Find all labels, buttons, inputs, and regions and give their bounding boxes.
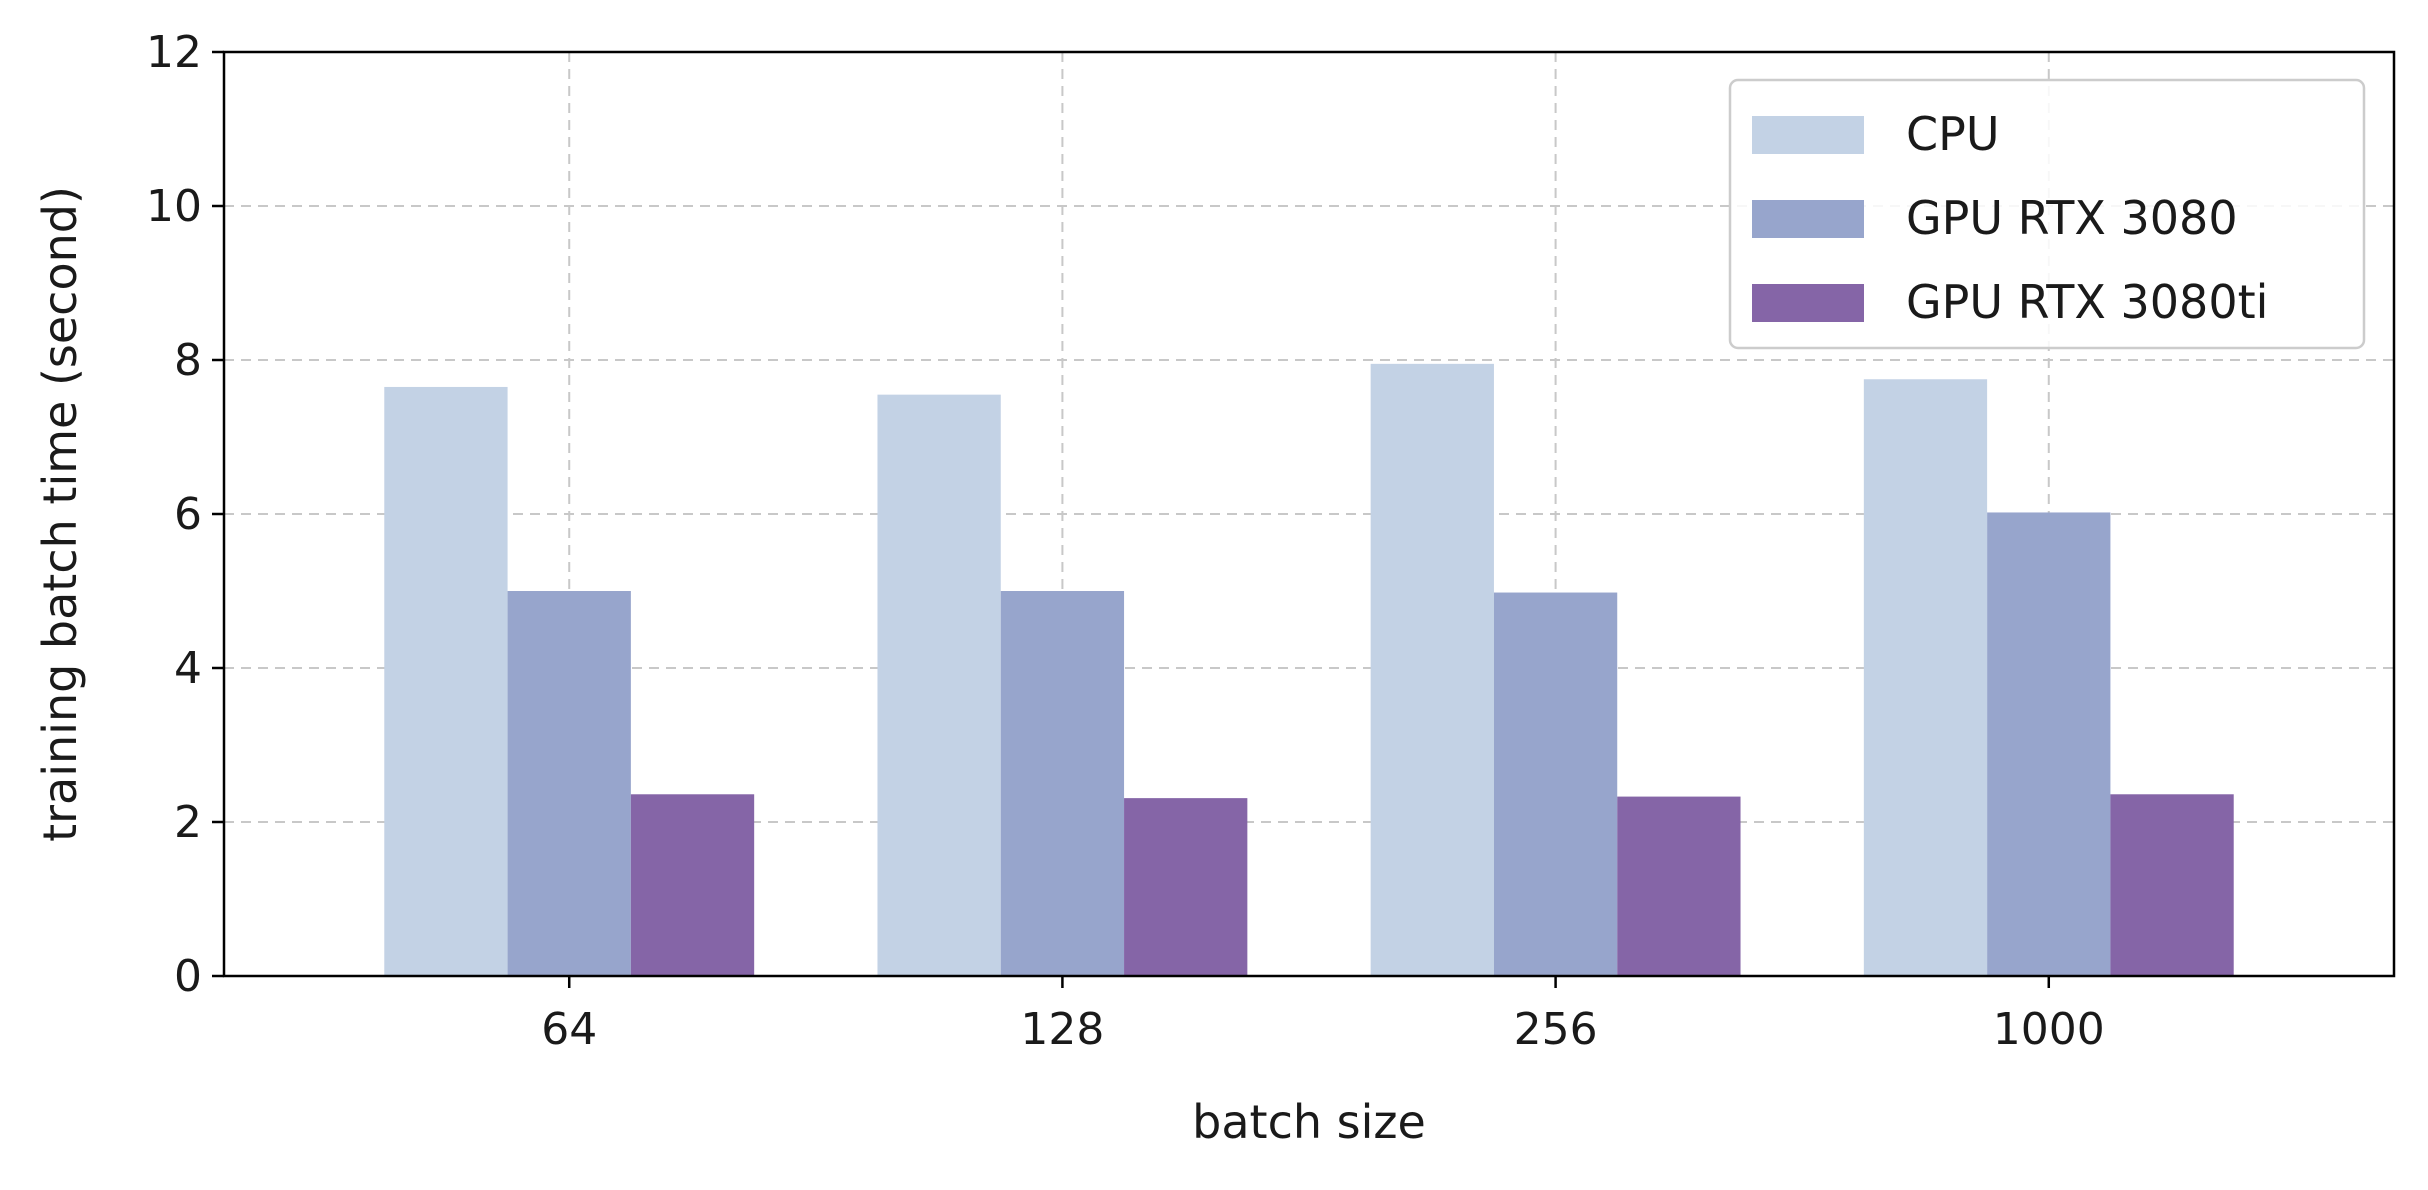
legend-label: CPU <box>1906 107 2000 161</box>
y-tick-label: 4 <box>174 643 202 694</box>
bar-gpu-rtx-3080-64 <box>507 591 631 976</box>
legend-swatch <box>1752 200 1864 238</box>
y-tick-label: 12 <box>146 27 202 78</box>
bar-cpu-128 <box>877 394 1001 976</box>
bars <box>384 363 2234 977</box>
bar-gpu-rtx-3080ti-256 <box>1617 796 1741 976</box>
y-axis: 0 2 4 6 8 10 12 <box>146 27 224 1002</box>
bar-gpu-rtx-3080ti-128 <box>1124 798 1248 976</box>
y-tick-label: 10 <box>146 181 202 232</box>
bar-cpu-256 <box>1370 363 1494 977</box>
bar-gpu-rtx-3080-1000 <box>1987 512 2111 976</box>
y-tick-label: 2 <box>174 797 202 848</box>
y-tick-label: 8 <box>174 335 202 386</box>
legend-label: GPU RTX 3080 <box>1906 191 2238 245</box>
legend-swatch <box>1752 284 1864 322</box>
bar-gpu-rtx-3080-256 <box>1493 592 1618 976</box>
bar-gpu-rtx-3080-128 <box>1000 591 1125 976</box>
legend: CPU GPU RTX 3080 GPU RTX 3080ti <box>1728 78 2366 350</box>
legend-swatch <box>1752 116 1864 154</box>
x-tick-label: 64 <box>541 1004 597 1055</box>
legend-box <box>1728 78 2366 350</box>
x-tick-label: 128 <box>1020 1004 1104 1055</box>
y-tick-label: 0 <box>174 951 202 1002</box>
x-tick-label: 256 <box>1514 1004 1598 1055</box>
bar-gpu-rtx-3080ti-1000 <box>2110 794 2234 976</box>
x-tick-label: 1000 <box>1993 1004 2105 1055</box>
bar-cpu-1000 <box>1863 379 1988 976</box>
y-tick-label: 6 <box>174 489 202 540</box>
bar-cpu-64 <box>384 386 508 976</box>
x-axis: 64 128 256 1000 <box>541 976 2105 1055</box>
y-axis-label: training batch time (second) <box>33 186 87 842</box>
bar-gpu-rtx-3080ti-64 <box>630 794 755 976</box>
x-axis-label: batch size <box>1192 1095 1426 1149</box>
legend-label: GPU RTX 3080ti <box>1906 275 2268 329</box>
